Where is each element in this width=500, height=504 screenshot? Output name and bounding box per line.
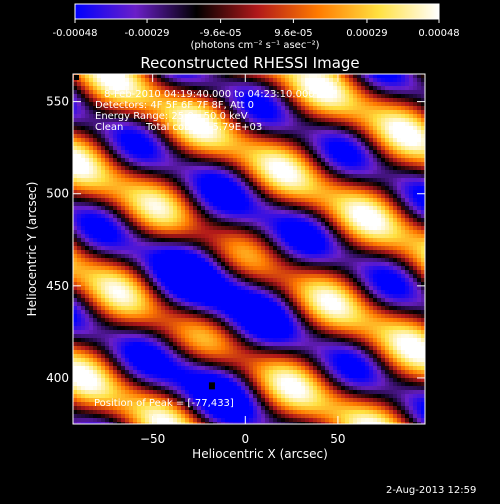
y-tick-label: 550 xyxy=(46,95,69,109)
colorbar-tick-label: -0.00029 xyxy=(125,28,170,39)
peak-position-annotation: Position of Peak = [-77,433] xyxy=(94,398,234,409)
y-axis-label: Heliocentric Y (arcsec) xyxy=(25,182,39,317)
clean-method-annotation: Clean xyxy=(95,122,123,133)
total-counts-annotation: Total counts: 5.79E+03 xyxy=(146,122,262,133)
y-tick-label: 500 xyxy=(46,187,69,201)
y-tick-label: 450 xyxy=(46,279,69,293)
x-tick-label: 50 xyxy=(330,432,345,446)
colorbar-tick-label: 0.00048 xyxy=(418,28,459,39)
x-tick-label: 0 xyxy=(241,432,249,446)
generation-date: 2-Aug-2013 12:59 xyxy=(386,485,476,496)
chart-title: Reconstructed RHESSI Image xyxy=(140,54,359,72)
detectors-annotation: Detectors: 4F 5F 6F 7F 8F, Att 0 xyxy=(95,100,254,111)
colorbar-tick-label: 9.6e-05 xyxy=(274,28,312,39)
colorbar-tick-label: -0.00048 xyxy=(53,28,98,39)
colorbar-tick-label: 0.00029 xyxy=(346,28,387,39)
colorbar-unit-label: (photons cm⁻² s⁻¹ asec⁻²) xyxy=(190,40,319,51)
corner-marker xyxy=(74,75,79,80)
colorbar-ticks: -0.00048 -0.00029 -9.6e-05 9.6e-05 0.00029 0.… xyxy=(53,19,460,39)
colorbar-tick-label: -9.6e-05 xyxy=(200,28,242,39)
energy-range-annotation: Energy Range: 25.0 - 50.0 keV xyxy=(95,111,248,122)
time-range-annotation: 8-Feb-2010 04:19:40.000 to 04:23:10.000 xyxy=(104,89,315,100)
peak-marker xyxy=(209,382,215,389)
x-tick-label: −50 xyxy=(140,432,165,446)
y-tick-label: 400 xyxy=(46,371,69,385)
x-axis-label: Heliocentric X (arcsec) xyxy=(192,447,328,461)
colorbar xyxy=(75,4,439,19)
